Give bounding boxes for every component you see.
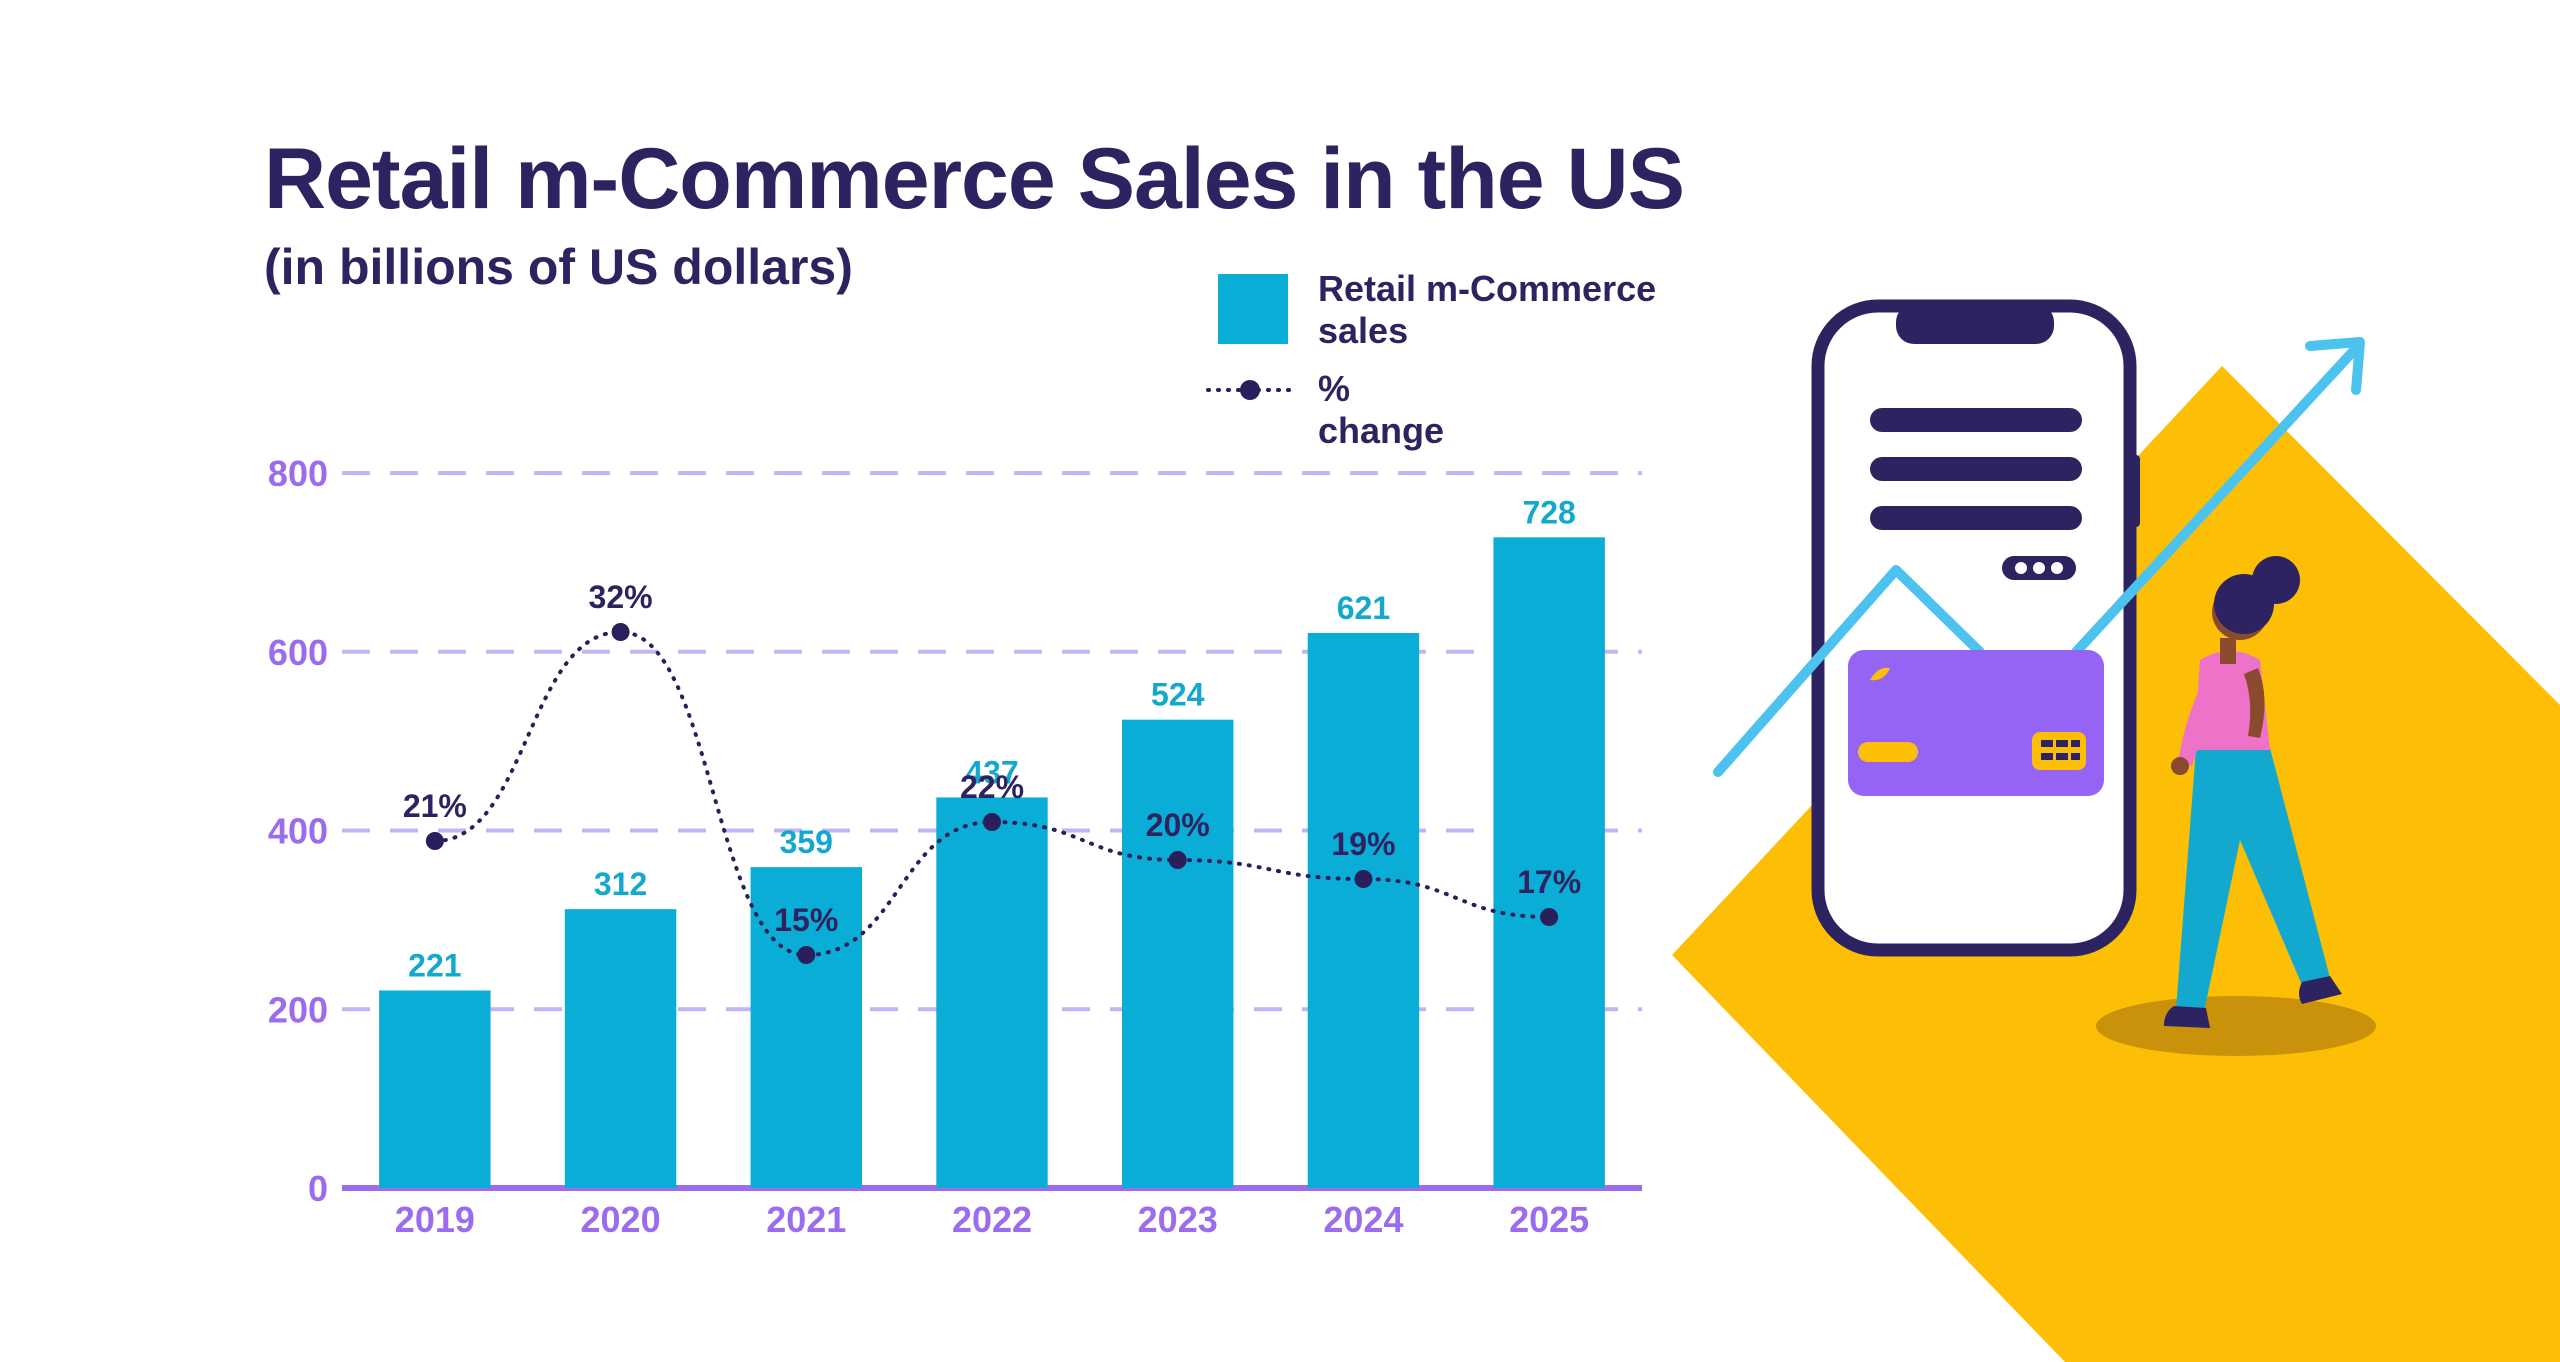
labels-layer: 221 2019 312 2020 359 2021 437 2022 524 2023 621 20… — [395, 494, 1589, 1240]
chart-subtitle: (in billions of US dollars) — [264, 239, 853, 295]
legend-swatch-change — [1206, 380, 1296, 400]
chart-title: Retail m-Commerce Sales in the US — [264, 131, 1685, 227]
percent-change-point — [797, 946, 816, 964]
bar — [1493, 537, 1605, 1188]
bar-value-label: 437 — [965, 754, 1018, 790]
bars-layer — [379, 537, 1605, 1188]
percent-change-point — [1354, 870, 1373, 888]
percent-change-label: 32% — [589, 579, 653, 615]
x-tick-label: 2025 — [1509, 1199, 1589, 1240]
percent-change-label: 15% — [774, 902, 838, 938]
percent-change-point — [611, 623, 630, 641]
credit-card-icon — [1848, 650, 2104, 796]
percent-change-point — [425, 832, 444, 850]
bar-value-label: 621 — [1337, 590, 1390, 626]
legend-label-sales: Retail m-Commerce sales — [1318, 268, 1657, 351]
x-tick-label: 2020 — [581, 1199, 661, 1240]
percent-change-line — [432, 629, 1552, 958]
percent-change-point — [1168, 851, 1187, 869]
y-tick-label: 600 — [268, 632, 328, 673]
x-tick-label: 2022 — [952, 1199, 1032, 1240]
trend-arrow-icon — [1713, 565, 1985, 777]
bar — [750, 867, 862, 1188]
x-tick-label: 2024 — [1323, 1199, 1403, 1240]
percent-change-label: 22% — [960, 769, 1024, 805]
bar-value-label: 524 — [1151, 677, 1205, 713]
bar-line-chart: 0 200 400 600 800 221 2019 312 2020 359 2021 437 20… — [268, 453, 1642, 1240]
percent-change-label: 21% — [403, 788, 467, 824]
bar-value-label: 359 — [780, 824, 833, 860]
x-tick-label: 2019 — [395, 1199, 475, 1240]
legend-swatch-sales — [1218, 274, 1288, 344]
line-layer — [425, 623, 1559, 964]
percent-change-label: 20% — [1146, 807, 1210, 843]
x-tick-label: 2023 — [1138, 1199, 1218, 1240]
bar-value-label: 312 — [594, 866, 647, 902]
y-tick-label: 800 — [268, 453, 328, 494]
bar-value-label: 728 — [1522, 494, 1575, 530]
percent-change-point — [983, 813, 1001, 831]
bar — [379, 990, 491, 1188]
percent-change-label: 19% — [1331, 826, 1395, 862]
y-tick-label: 400 — [268, 811, 328, 852]
bar-value-label: 221 — [408, 947, 461, 983]
bar — [564, 909, 677, 1188]
y-tick-label: 200 — [268, 989, 328, 1030]
x-tick-label: 2021 — [766, 1199, 846, 1240]
bar — [936, 797, 1048, 1188]
y-tick-label: 0 — [308, 1168, 328, 1209]
bar — [1122, 719, 1234, 1188]
percent-change-label: 17% — [1517, 864, 1581, 900]
woman-figure — [2096, 556, 2376, 1056]
bar — [1307, 632, 1420, 1188]
legend-label-change: % change — [1318, 368, 1445, 451]
phone-icon — [1811, 299, 2140, 957]
trend-arrowhead — [2305, 337, 2365, 395]
percent-change-point — [1540, 908, 1559, 926]
trend-arrow-shaft — [2071, 341, 2363, 657]
